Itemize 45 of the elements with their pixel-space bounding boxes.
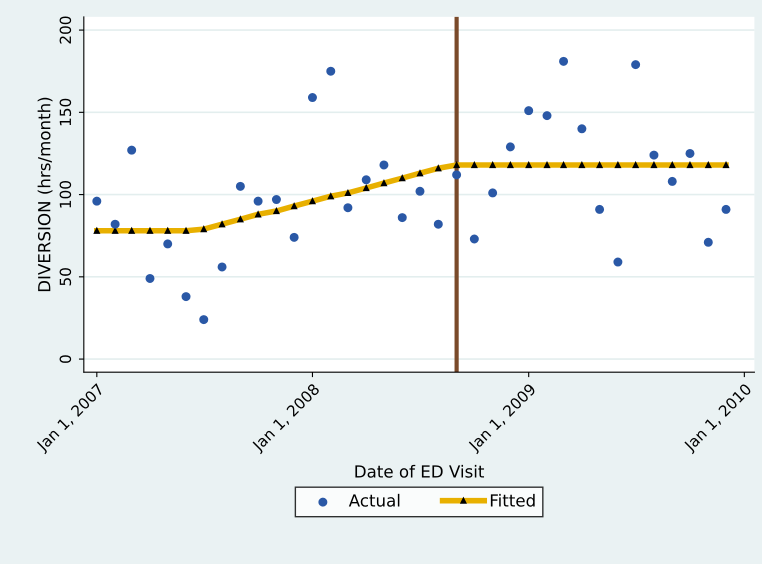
point (506, 142, 515, 152)
point (524, 106, 534, 116)
point (218, 262, 227, 272)
legend-label: Fitted (490, 494, 535, 507)
point (434, 220, 443, 229)
point (488, 188, 498, 198)
y-tick-label: 50 (60, 268, 72, 286)
point (722, 204, 731, 214)
y-tick-label: 100 (60, 181, 72, 208)
y-tick-label: 0 (60, 355, 72, 363)
point (290, 232, 299, 242)
point (595, 204, 604, 214)
point (343, 203, 352, 212)
point (110, 220, 120, 229)
point (199, 315, 208, 324)
point (272, 195, 281, 204)
point (415, 186, 424, 196)
point (236, 182, 245, 191)
point (542, 111, 552, 120)
point (145, 274, 154, 283)
point (631, 60, 640, 70)
legend-label: Actual (348, 494, 400, 507)
point (308, 93, 317, 102)
point (613, 258, 622, 267)
point (470, 234, 479, 244)
point (326, 66, 336, 76)
point (254, 196, 263, 206)
y-axis-title: DIVERSION (hrs/month) (38, 98, 52, 292)
point (668, 176, 677, 186)
point (685, 148, 694, 158)
point (163, 239, 172, 248)
point (559, 56, 568, 66)
point (379, 160, 388, 170)
point (452, 170, 462, 180)
point (398, 213, 407, 222)
point (649, 150, 658, 160)
point (127, 146, 136, 155)
x-axis-title: Date of ED Visit (355, 464, 484, 478)
point (577, 124, 586, 134)
point (704, 238, 713, 247)
y-tick-label: 200 (60, 16, 72, 44)
y-tick-label: 150 (60, 98, 72, 126)
point (182, 292, 191, 302)
point (92, 196, 102, 206)
point (362, 175, 371, 184)
